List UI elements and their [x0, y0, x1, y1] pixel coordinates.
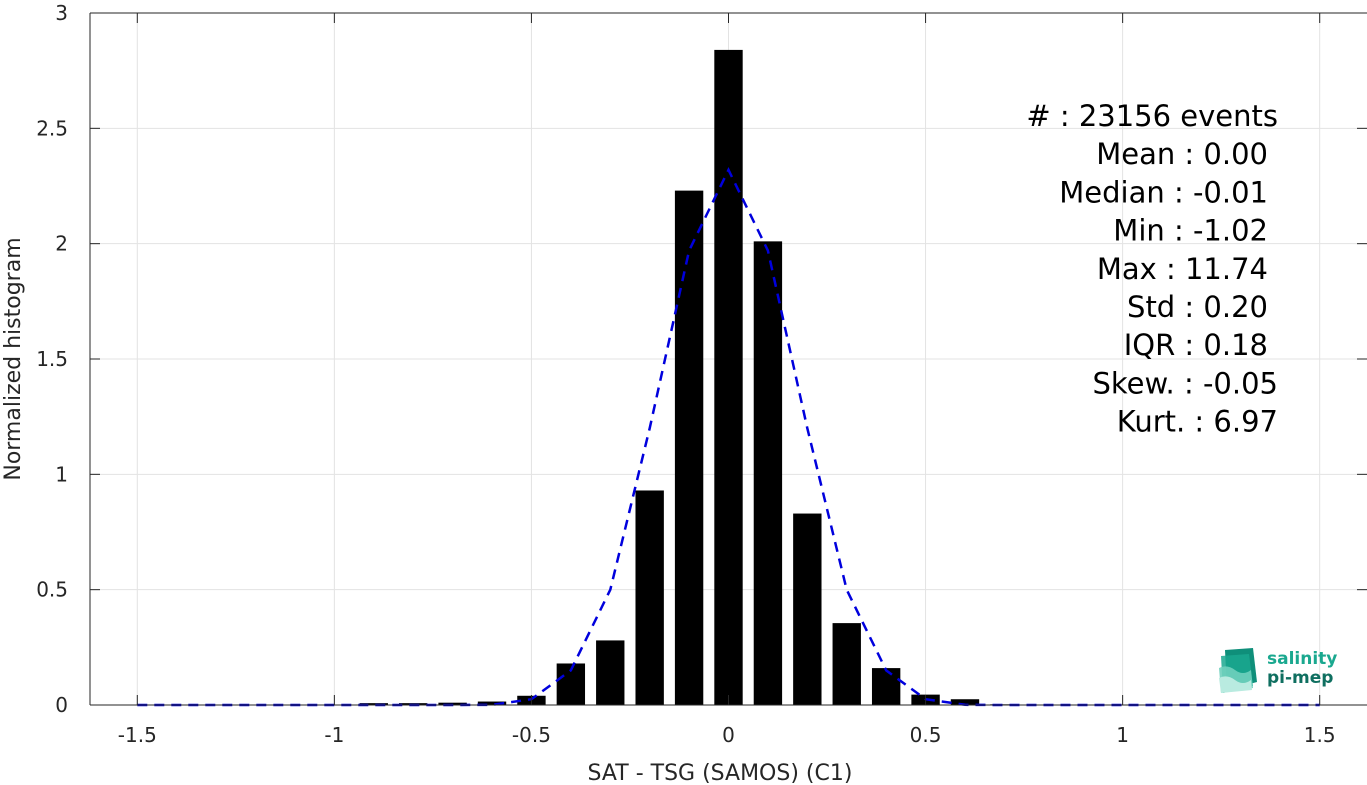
histogram-bar	[635, 490, 664, 705]
stat-line: Mean : 0.00	[1096, 137, 1268, 171]
y-tick-label: 2.5	[36, 116, 68, 140]
stat-line: Min : -1.02	[1113, 214, 1268, 248]
logo-line1: salinity	[1267, 649, 1338, 669]
stat-line: IQR : 0.18	[1124, 328, 1268, 362]
y-tick-label: 1.5	[36, 347, 68, 371]
x-tick-label: 0.5	[910, 723, 942, 747]
statistics-box: # : 23156 events Mean : 0.00 Median : -0.0…	[1026, 99, 1278, 439]
histogram-bar	[832, 623, 861, 705]
y-tick-label: 0	[55, 693, 68, 717]
histogram-bar	[359, 703, 388, 705]
histogram-bar	[477, 701, 507, 705]
y-tick-label: 3	[55, 1, 68, 25]
x-tick-label: -1	[324, 723, 344, 747]
histogram-bar	[596, 640, 625, 705]
histogram-bar	[793, 513, 822, 705]
y-tick-labels: 0 0.5 1 1.5 2 2.5 3	[36, 1, 68, 717]
y-tick-label: 2	[55, 232, 68, 256]
stat-line: Skew. : -0.05	[1092, 366, 1278, 400]
histogram-bar	[714, 49, 743, 705]
y-axis-label: Normalized histogram	[1, 237, 26, 480]
salinity-pi-mep-logo: salinity pi-mep	[1217, 646, 1347, 694]
y-tick-label: 1	[55, 462, 68, 486]
histogram-bar	[674, 190, 704, 705]
stat-line: Max : 11.74	[1097, 252, 1268, 286]
logo-line2: pi-mep	[1267, 668, 1334, 688]
stat-line: # : 23156 events	[1026, 99, 1278, 133]
histogram-bar	[871, 668, 901, 705]
x-tick-label: -0.5	[512, 723, 551, 747]
stat-line: Std : 0.20	[1127, 290, 1268, 324]
stat-line: Median : -0.01	[1059, 175, 1268, 209]
x-tick-label: -1.5	[118, 723, 157, 747]
histogram-bars	[123, 49, 1334, 706]
y-tick-label: 0.5	[36, 578, 68, 602]
normal-fit-curve	[137, 167, 1320, 707]
x-tick-label: 0	[722, 723, 735, 747]
x-axis-label: SAT - TSG (SAMOS) (C1)	[588, 761, 853, 785]
wave-stack-icon	[1219, 648, 1257, 693]
x-tick-label: 1.5	[1304, 723, 1336, 747]
axes-frame	[89, 12, 1367, 706]
stat-line: Kurt. : 6.97	[1117, 405, 1278, 439]
x-tick-label: 1	[1116, 723, 1129, 747]
histogram-bar	[753, 241, 783, 706]
x-tick-labels: -1.5 -1 -0.5 0 0.5 1 1.5	[118, 723, 1336, 747]
logo-text: salinity pi-mep	[1267, 650, 1337, 688]
histogram-bar	[950, 699, 980, 705]
